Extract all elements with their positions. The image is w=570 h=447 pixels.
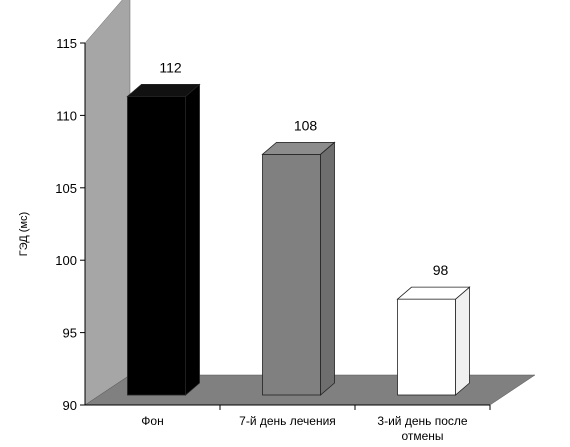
x-category-label-2: отмены [401,429,443,443]
chart-back-wall [84,0,131,406]
bar-side-0 [185,83,200,396]
y-tick-label: 90 [63,398,77,413]
y-tick-label: 115 [56,36,77,51]
bar-value-label-1: 108 [294,117,318,133]
y-axis-title: ГЭД (мс) [18,212,30,256]
chart-labels: 90 95 100 105 110 115 ГЭД (мс) 112 Фон 108 7-й ден… [18,36,468,443]
bar-value-label-0: 112 [159,59,182,75]
x-category-label-0: Фон [141,414,163,428]
y-tick-label: 100 [55,253,77,268]
y-tick-label: 110 [56,108,77,123]
bar-top-1 [261,141,336,155]
bar-front-2 [397,298,456,396]
bar-front-1 [262,153,321,396]
bar-top-0 [126,84,201,97]
x-category-label-1: 7-й день лечения [239,414,336,428]
y-tick-label: 105 [55,181,77,196]
bar-front-0 [127,96,186,396]
bar-value-label-2: 98 [433,262,449,278]
chart-bars [126,83,471,396]
bar-side-1 [320,141,335,396]
x-category-label-2: 3-ий день после [377,414,467,428]
bar-side-2 [455,286,470,396]
y-tick-label: 95 [63,326,77,341]
bar-top-2 [396,286,471,300]
